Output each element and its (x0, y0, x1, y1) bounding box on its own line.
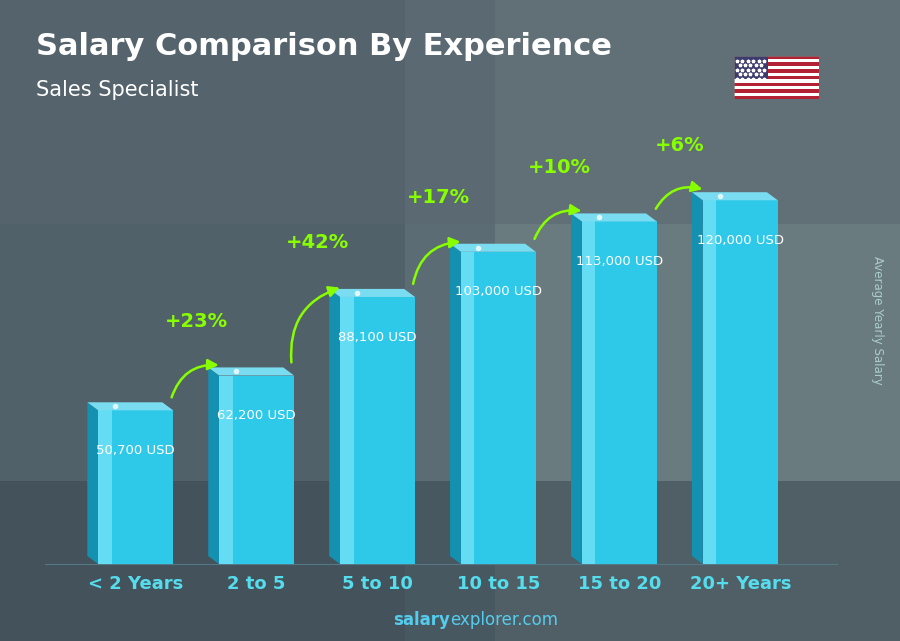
Bar (734, 72, 819, 76)
Bar (734, 62, 819, 66)
Text: +42%: +42% (285, 233, 348, 252)
Bar (340, 297, 354, 564)
Text: 50,700 USD: 50,700 USD (96, 444, 175, 457)
Text: Salary Comparison By Experience: Salary Comparison By Experience (36, 32, 612, 61)
Polygon shape (692, 192, 778, 200)
Polygon shape (87, 403, 98, 564)
Bar (734, 86, 819, 89)
Bar (734, 56, 819, 59)
Bar (340, 297, 415, 564)
Bar (219, 376, 294, 564)
Bar (98, 410, 173, 564)
Polygon shape (571, 213, 582, 564)
Polygon shape (87, 403, 173, 410)
Text: +17%: +17% (407, 188, 470, 207)
Bar (219, 376, 232, 564)
Bar (703, 200, 778, 564)
Text: +10%: +10% (527, 158, 590, 177)
Text: +6%: +6% (655, 137, 705, 155)
Polygon shape (571, 213, 657, 222)
Text: 113,000 USD: 113,000 USD (576, 255, 663, 268)
Bar (734, 59, 819, 62)
Bar (461, 252, 474, 564)
Polygon shape (450, 244, 461, 564)
Bar (461, 252, 536, 564)
Bar (734, 96, 819, 99)
Bar (734, 76, 819, 79)
Bar (98, 410, 112, 564)
Bar (734, 79, 819, 83)
Text: Sales Specialist: Sales Specialist (36, 80, 199, 100)
Text: 120,000 USD: 120,000 USD (697, 234, 784, 247)
Bar (734, 89, 819, 93)
Text: salary: salary (393, 612, 450, 629)
Bar (734, 83, 819, 86)
Text: +23%: +23% (165, 312, 228, 331)
Bar (582, 222, 657, 564)
Polygon shape (450, 244, 536, 252)
Text: 103,000 USD: 103,000 USD (454, 285, 542, 299)
Polygon shape (208, 367, 294, 376)
Polygon shape (329, 289, 415, 297)
Bar (734, 69, 819, 72)
Text: 88,100 USD: 88,100 USD (338, 331, 417, 344)
Bar (734, 56, 768, 79)
Polygon shape (208, 367, 219, 564)
Bar (703, 200, 716, 564)
Text: Average Yearly Salary: Average Yearly Salary (871, 256, 884, 385)
Polygon shape (329, 289, 340, 564)
Text: explorer.com: explorer.com (450, 612, 558, 629)
Bar (582, 222, 596, 564)
Text: 62,200 USD: 62,200 USD (217, 409, 296, 422)
Polygon shape (692, 192, 703, 564)
Bar (734, 66, 819, 69)
Bar (734, 93, 819, 96)
